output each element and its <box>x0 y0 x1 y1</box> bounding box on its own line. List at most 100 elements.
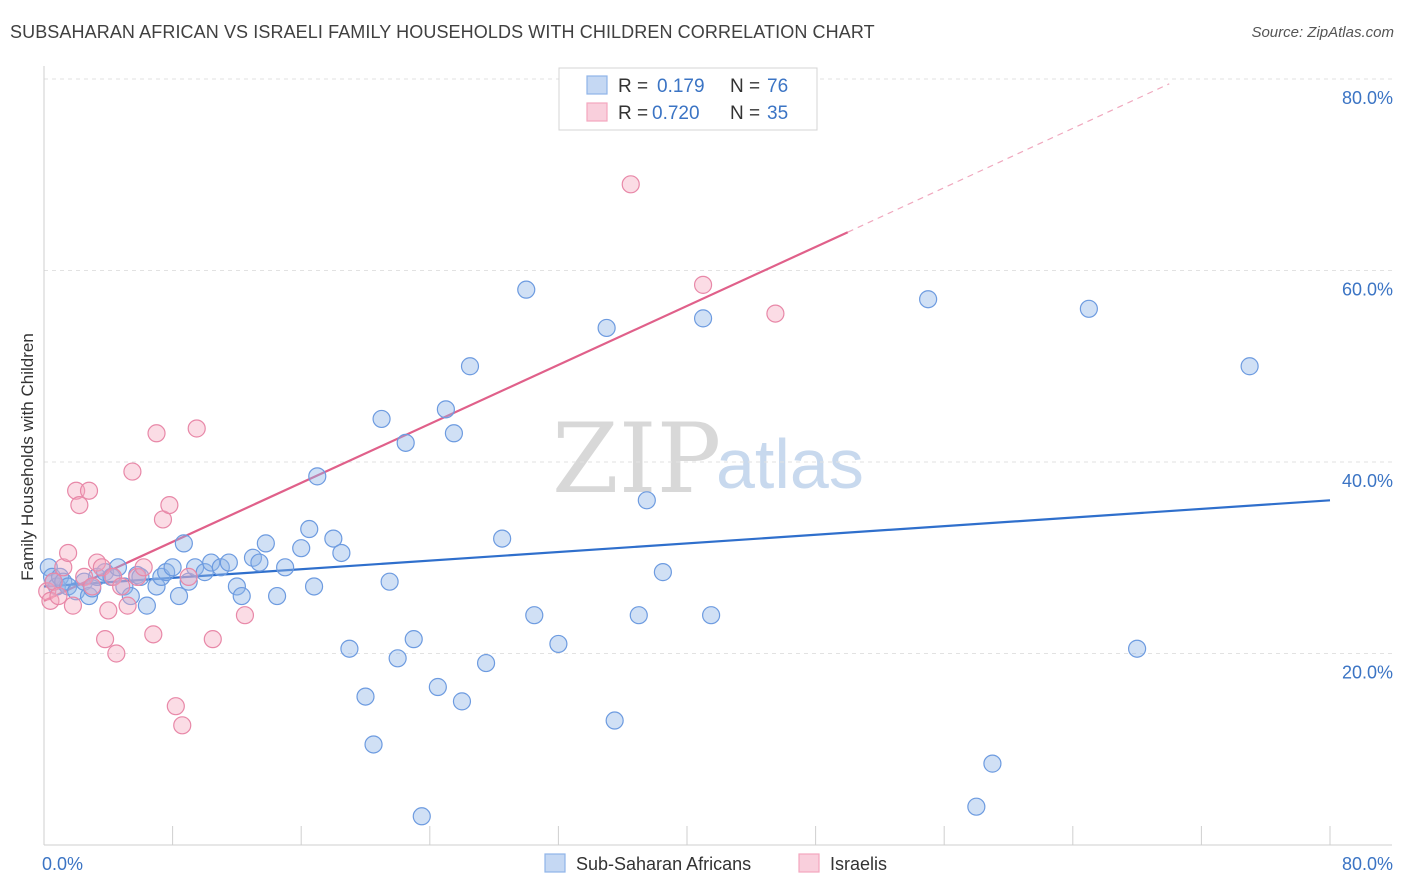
data-point <box>147 424 166 443</box>
y-tick-labels: 20.0% 40.0% 60.0% 80.0% <box>1342 88 1393 683</box>
stats-r-value-pink: 0.720 <box>652 103 700 124</box>
y-tick-label: 60.0% <box>1342 280 1393 300</box>
data-point <box>44 572 63 591</box>
chart-title: SUBSAHARAN AFRICAN VS ISRAELI FAMILY HOU… <box>10 22 875 42</box>
data-point <box>63 596 83 615</box>
data-point <box>187 419 206 438</box>
data-point <box>766 304 785 323</box>
data-point <box>67 481 86 500</box>
legend-label-sub-saharan: Sub-Saharan Africans <box>576 854 751 874</box>
data-point <box>983 754 1002 773</box>
data-point <box>144 625 163 644</box>
data-point <box>38 582 57 601</box>
series-legend: Sub-Saharan Africans Israelis <box>544 853 887 874</box>
data-point <box>70 495 89 515</box>
data-point <box>250 553 269 572</box>
data-point <box>95 630 115 649</box>
data-point <box>693 309 713 328</box>
source-label: Source: ZipAtlas.com <box>1251 24 1394 41</box>
watermark: ZIP atlas <box>552 403 864 515</box>
watermark-zip: ZIP <box>552 403 721 515</box>
data-point <box>174 534 193 553</box>
trend-lines <box>43 83 1331 602</box>
data-point <box>549 634 568 654</box>
data-point <box>49 586 68 606</box>
data-point <box>476 653 496 673</box>
data-point <box>128 567 147 587</box>
data-point <box>121 586 140 606</box>
data-point <box>653 563 672 582</box>
data-point <box>99 601 118 620</box>
legend-swatch-israelis <box>798 853 820 873</box>
x-tick-label: 80.0% <box>1342 854 1393 874</box>
data-point <box>59 543 78 563</box>
data-point <box>1079 299 1098 318</box>
data-point <box>404 630 423 649</box>
y-tick-label: 80.0% <box>1342 88 1393 108</box>
data-point <box>493 529 512 548</box>
data-point <box>364 735 383 754</box>
stats-n-label-blue: N = <box>730 76 760 97</box>
data-point <box>54 558 73 577</box>
data-point <box>1127 639 1147 658</box>
data-point <box>436 400 455 419</box>
data-point <box>356 687 375 706</box>
data-point <box>108 558 128 577</box>
data-point <box>160 495 179 515</box>
data-point <box>123 462 142 481</box>
data-point <box>292 539 311 558</box>
data-point <box>232 586 251 606</box>
watermark-atlas: atlas <box>716 425 864 503</box>
data-point <box>967 797 986 816</box>
data-point <box>134 558 153 577</box>
x-tick-label: 0.0% <box>42 854 83 874</box>
stats-n-value-blue: 76 <box>767 76 788 97</box>
data-point <box>267 586 287 606</box>
data-point <box>919 290 938 309</box>
data-point <box>79 481 99 500</box>
grid-lines <box>44 78 1392 654</box>
data-point <box>629 606 648 625</box>
trend-line-israelis-extension <box>847 83 1170 233</box>
data-point <box>235 606 255 625</box>
data-point <box>179 567 198 587</box>
series-sub-saharan-points <box>39 280 1259 826</box>
stats-swatch-blue <box>586 75 608 95</box>
data-point <box>304 577 324 596</box>
data-point <box>137 596 156 615</box>
data-point <box>452 692 472 711</box>
data-point <box>605 711 624 730</box>
stats-box: R = 0.179 N = 76 R = 0.720 N = 35 <box>558 67 818 131</box>
axes <box>43 66 1392 846</box>
data-point <box>693 275 713 294</box>
series-israelis-points <box>38 175 785 735</box>
data-point <box>444 424 464 443</box>
data-point <box>332 543 351 563</box>
data-point <box>256 534 275 553</box>
data-point <box>173 716 192 735</box>
data-point <box>621 175 640 194</box>
data-point <box>412 807 431 826</box>
data-point <box>147 577 166 596</box>
stats-n-value-pink: 35 <box>767 103 788 124</box>
data-point <box>112 577 131 596</box>
data-point <box>83 577 102 596</box>
data-point <box>597 318 616 338</box>
data-point <box>202 553 221 572</box>
y-tick-label: 20.0% <box>1342 663 1393 683</box>
data-point <box>166 697 185 716</box>
trend-line-israelis <box>43 231 849 602</box>
data-point <box>276 558 295 577</box>
x-tick-labels: 0.0% 80.0% <box>42 854 1393 874</box>
data-point <box>219 553 238 572</box>
data-point <box>380 572 399 591</box>
data-point <box>372 409 391 429</box>
data-point <box>517 280 536 299</box>
stats-n-label-pink: N = <box>730 103 760 124</box>
data-point <box>428 677 447 697</box>
data-point <box>396 433 415 452</box>
data-point <box>163 558 182 577</box>
stats-swatch-pink <box>586 102 608 122</box>
data-point <box>107 644 126 663</box>
